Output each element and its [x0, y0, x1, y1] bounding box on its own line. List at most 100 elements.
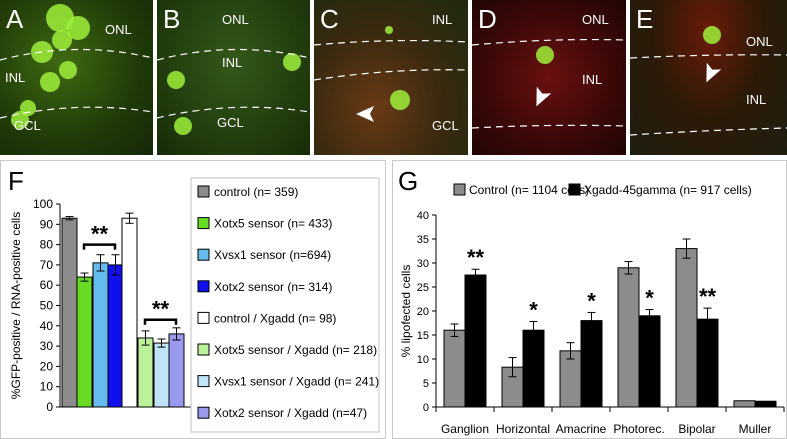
layer-label-onl: ONL [582, 12, 609, 27]
significance-bracket [143, 318, 178, 325]
micrograph-panel-d: D ONL INL [472, 0, 626, 155]
layer-label-gcl: GCL [217, 115, 244, 130]
bar [675, 248, 698, 408]
y-tick-label: 15 [417, 330, 429, 342]
layer-label-gcl: GCL [14, 118, 41, 133]
labeled-cell [385, 26, 393, 34]
micrograph-label-e: E [636, 4, 654, 34]
bar [168, 333, 185, 408]
legend-entry: Xvsx1 sensor / Xgadd (n= 241) [214, 375, 379, 389]
y-tick-label: 80 [40, 238, 54, 252]
layer-boundary [630, 127, 787, 136]
legend-entry: Xgadd-45gamma (n= 917 cells) [584, 183, 752, 197]
legend-swatch [197, 217, 210, 230]
significance-mark: ** [699, 284, 717, 309]
labeled-cell [20, 100, 36, 116]
micrograph-label-a: A [6, 4, 24, 34]
significance-bracket [82, 243, 117, 250]
labeled-cell [167, 71, 185, 89]
x-tick-label: Bipolar [678, 422, 715, 436]
micrograph-panel-b: B ONL INL GCL [157, 0, 310, 155]
layer-label-onl: ONL [746, 34, 773, 49]
significance-mark: ** [152, 297, 170, 322]
layer-label-inl: INL [582, 72, 603, 87]
x-tick-label: Photorec. [613, 422, 664, 436]
micrograph-label-c: C [320, 4, 339, 34]
legend-swatch [197, 280, 210, 293]
legend-entry: Xvsx1 sensor (n=694) [214, 248, 331, 262]
bar [153, 342, 170, 408]
bar [107, 264, 124, 408]
panel-f: F 0 10 20 30 40 50 60 70 80 90 100 %GFP-positive / … [0, 160, 386, 439]
y-tick-label: 70 [40, 258, 54, 272]
layer-label-onl: ONL [105, 22, 132, 37]
labeled-cell [66, 16, 90, 40]
y-tick-label: 20 [417, 306, 429, 318]
significance-mark: * [529, 298, 538, 323]
layer-boundary [157, 106, 310, 119]
legend-entry: Xotx5 sensor / Xgadd (n= 218) [214, 343, 377, 357]
bar [754, 400, 777, 408]
legend-swatch [197, 406, 210, 419]
legend-swatch [197, 185, 210, 198]
x-tick-label: Amacrine [556, 422, 607, 436]
chart-f: 0 10 20 30 40 50 60 70 80 90 100 %GFP-positive / RN… [9, 177, 380, 433]
layer-boundary [630, 54, 787, 59]
legend-swatch [197, 248, 210, 261]
micrograph-overlay [314, 26, 468, 122]
labeled-cell [703, 26, 721, 44]
bar [464, 274, 487, 408]
layer-boundary [472, 38, 626, 46]
bar [733, 400, 756, 408]
y-axis-label: % lipofected cells [399, 265, 413, 358]
x-tick-label: Horizontal [496, 422, 550, 436]
bar [638, 315, 661, 408]
arrowhead-marker [356, 106, 374, 122]
x-tick-label: Ganglion [441, 422, 489, 436]
bar [61, 217, 78, 408]
legend-entry: control / Xgadd (n= 98) [214, 311, 336, 325]
y-tick-label: 90 [40, 217, 54, 231]
labeled-cell [59, 61, 77, 79]
labeled-cell [40, 72, 60, 92]
bar [522, 329, 545, 408]
legend-entry: Xotx2 sensor (n= 314) [214, 280, 332, 294]
bar [580, 320, 603, 408]
y-tick-label: 100 [33, 197, 53, 211]
legend-swatch [453, 183, 466, 196]
labeled-cell [174, 117, 192, 135]
chart-g: 0 5 10 15 20 25 30 35 40 % lipofected cells Gangli… [399, 183, 785, 436]
y-tick-label: 35 [417, 234, 429, 246]
micrograph-label-b: B [163, 4, 181, 34]
micrograph-panel-c: C INL GCL [314, 0, 468, 155]
labeled-cell [390, 90, 410, 110]
layer-label-inl: INL [432, 12, 453, 27]
legend-swatch [197, 343, 210, 356]
layer-boundary [157, 48, 310, 61]
legend-entry: Control (n= 1104 cells) [469, 183, 589, 197]
layer-boundary [0, 106, 153, 119]
layer-boundary [0, 48, 153, 61]
y-tick-label: 10 [40, 380, 54, 394]
micrograph-overlay [0, 4, 153, 129]
layer-label-onl: ONL [222, 12, 249, 27]
legend-swatch [197, 311, 210, 324]
layer-label-inl: INL [5, 70, 26, 85]
layer-label-gcl: GCL [432, 118, 459, 133]
x-tick-label: Muller [739, 422, 772, 436]
arrowhead-marker [706, 62, 722, 83]
significance-mark: * [587, 288, 596, 313]
layer-label-inl: INL [746, 92, 767, 107]
y-tick-label: 25 [417, 282, 429, 294]
y-tick-label: 40 [417, 210, 429, 222]
y-tick-label: 30 [40, 339, 54, 353]
legend-swatch [197, 375, 210, 388]
y-tick-label: 30 [417, 258, 429, 270]
legend-entry: control (n= 359) [214, 185, 298, 199]
micrograph-panel-e: E ONL INL [630, 0, 787, 155]
legend-entry: Xotx2 sensor / Xgadd (n=47) [214, 406, 367, 420]
panel-g-label: G [398, 166, 419, 196]
bar [121, 217, 138, 408]
layer-boundary [314, 69, 468, 81]
significance-mark: ** [91, 222, 109, 247]
